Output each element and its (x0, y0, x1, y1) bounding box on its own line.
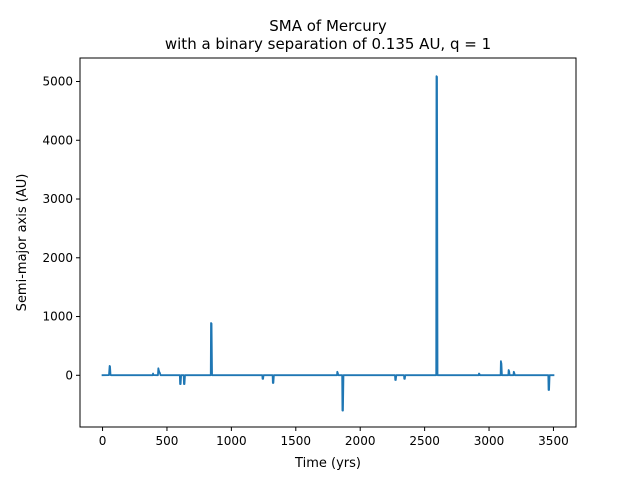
x-tick-label: 1500 (281, 434, 312, 448)
x-axis-label: Time (yrs) (294, 456, 361, 471)
chart-subtitle: with a binary separation of 0.135 AU, q … (165, 35, 491, 53)
y-axis-label: Semi-major axis (AU) (15, 174, 30, 312)
chart-title: SMA of Mercury (269, 17, 387, 35)
y-tick-label: 2000 (42, 251, 73, 265)
x-tick-label: 3000 (474, 434, 505, 448)
x-tick-label: 500 (156, 434, 179, 448)
y-tick-label: 5000 (42, 75, 73, 89)
y-tick-label: 4000 (42, 133, 73, 147)
x-tick-label: 2500 (409, 434, 440, 448)
y-tick-label: 0 (65, 368, 73, 382)
series-line-0 (101, 75, 555, 412)
y-tick-label: 3000 (42, 192, 73, 206)
tick-layer: 0 500 1000 1500 2000 2500 3000 3500 0 1000 2000 300… (42, 75, 568, 448)
y-tick-label: 1000 (42, 310, 73, 324)
x-tick-label: 1000 (216, 434, 247, 448)
x-tick-label: 2000 (345, 434, 376, 448)
x-tick-label: 3500 (538, 434, 569, 448)
x-tick-label: 0 (99, 434, 107, 448)
plot-layer (101, 75, 555, 412)
axes-frame (79, 57, 577, 428)
